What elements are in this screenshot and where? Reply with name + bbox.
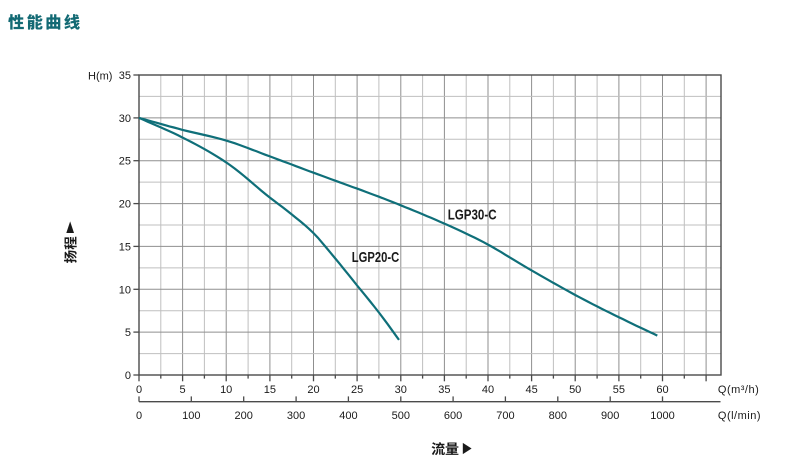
svg-text:55: 55 bbox=[613, 384, 625, 396]
svg-text:35: 35 bbox=[438, 384, 450, 396]
svg-text:200: 200 bbox=[235, 410, 253, 422]
svg-text:Q(m³/h): Q(m³/h) bbox=[718, 384, 759, 396]
svg-text:0: 0 bbox=[125, 370, 131, 382]
svg-text:10: 10 bbox=[220, 384, 232, 396]
svg-text:25: 25 bbox=[119, 156, 131, 168]
svg-text:30: 30 bbox=[395, 384, 407, 396]
svg-text:20: 20 bbox=[307, 384, 319, 396]
svg-text:20: 20 bbox=[119, 199, 131, 211]
svg-text:0: 0 bbox=[136, 410, 142, 422]
svg-text:600: 600 bbox=[444, 410, 462, 422]
svg-text:25: 25 bbox=[351, 384, 363, 396]
svg-text:500: 500 bbox=[392, 410, 410, 422]
svg-text:0: 0 bbox=[136, 384, 142, 396]
svg-text:30: 30 bbox=[119, 113, 131, 125]
svg-text:10: 10 bbox=[119, 284, 131, 296]
svg-text:1000: 1000 bbox=[650, 410, 674, 422]
svg-text:60: 60 bbox=[656, 384, 668, 396]
svg-text:5: 5 bbox=[125, 327, 131, 339]
svg-text:400: 400 bbox=[339, 410, 357, 422]
svg-text:LGP20-C: LGP20-C bbox=[352, 249, 400, 266]
svg-text:300: 300 bbox=[287, 410, 305, 422]
svg-text:45: 45 bbox=[525, 384, 537, 396]
svg-text:40: 40 bbox=[482, 384, 494, 396]
svg-text:LGP30-C: LGP30-C bbox=[448, 207, 497, 224]
svg-text:H(m): H(m) bbox=[88, 71, 112, 83]
svg-text:800: 800 bbox=[549, 410, 567, 422]
svg-text:5: 5 bbox=[180, 384, 186, 396]
svg-text:50: 50 bbox=[569, 384, 581, 396]
svg-text:15: 15 bbox=[264, 384, 276, 396]
svg-text:15: 15 bbox=[119, 241, 131, 253]
svg-text:Q(l/min): Q(l/min) bbox=[718, 410, 761, 422]
svg-text:700: 700 bbox=[496, 410, 514, 422]
svg-text:100: 100 bbox=[182, 410, 200, 422]
svg-text:35: 35 bbox=[119, 70, 131, 82]
svg-text:900: 900 bbox=[601, 410, 619, 422]
